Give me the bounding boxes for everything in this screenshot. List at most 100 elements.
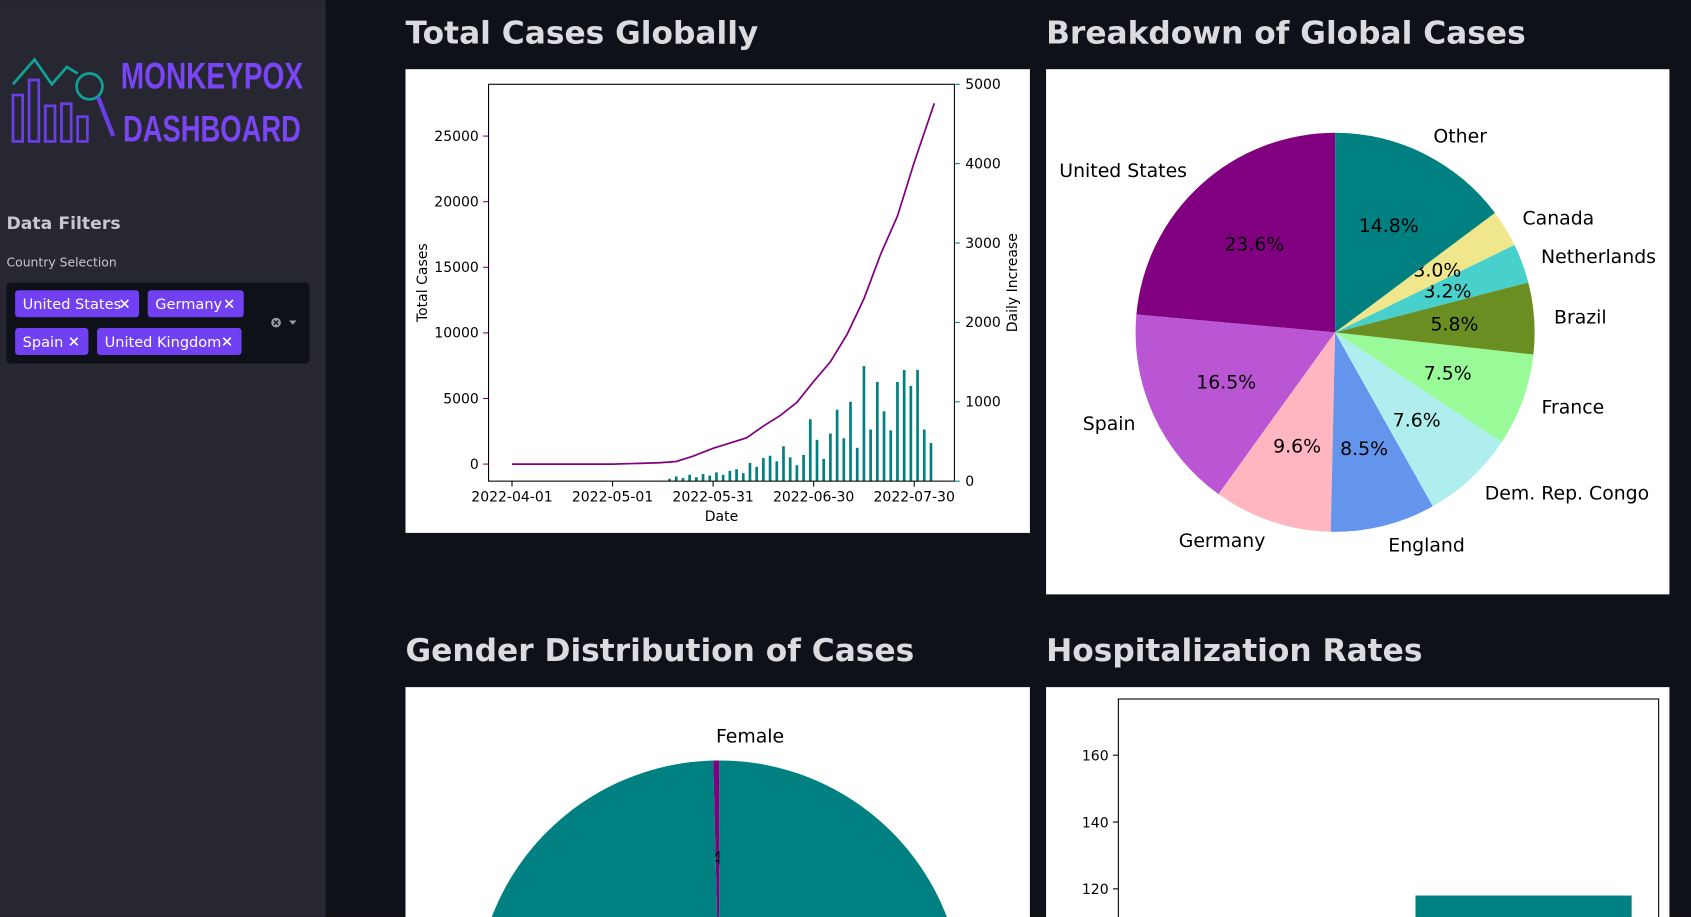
pie-slice bbox=[1335, 244, 1529, 333]
x-axis-label: Date bbox=[705, 509, 738, 525]
bar bbox=[882, 411, 886, 482]
chip-remove[interactable] bbox=[120, 299, 129, 309]
bar bbox=[688, 474, 691, 482]
chip-remove[interactable] bbox=[69, 337, 79, 346]
bar bbox=[762, 458, 765, 482]
slice-value: 23.6% bbox=[1224, 233, 1284, 255]
bar bbox=[849, 401, 852, 482]
bar bbox=[902, 370, 906, 482]
chip-list: United States Germany Spain United Kingdom bbox=[15, 290, 244, 355]
bar bbox=[721, 474, 725, 482]
logo-icon bbox=[11, 57, 116, 143]
slice-value: 8.5% bbox=[1340, 438, 1388, 460]
y-tick-label: 15000 bbox=[434, 260, 479, 276]
y2-axis-label: Daily Increase bbox=[1005, 233, 1021, 332]
y2-tick-label: 0 bbox=[965, 474, 974, 490]
clear-icon[interactable] bbox=[271, 317, 281, 328]
bar bbox=[815, 439, 819, 482]
chip-label: United Kingdom bbox=[105, 334, 222, 351]
pie-slice bbox=[1135, 314, 1336, 495]
y2-tick-label: 4000 bbox=[965, 157, 1001, 173]
pie-slice bbox=[491, 760, 947, 917]
bar bbox=[869, 429, 872, 482]
bar bbox=[708, 475, 712, 482]
bar bbox=[822, 458, 826, 482]
slice-label: Other bbox=[1433, 126, 1487, 148]
bar bbox=[875, 381, 879, 482]
pie-slice bbox=[1335, 332, 1534, 443]
bar bbox=[1415, 895, 1632, 917]
bar bbox=[889, 430, 893, 482]
bar bbox=[741, 473, 745, 482]
bar bbox=[681, 477, 685, 482]
bar bbox=[922, 429, 926, 482]
slice-label: Netherlands bbox=[1541, 246, 1656, 268]
slice-value: 16.5% bbox=[1196, 372, 1256, 394]
y-axis-label: Total Cases bbox=[415, 243, 431, 323]
slice-label: Spain bbox=[1083, 413, 1136, 435]
bar bbox=[748, 462, 752, 482]
bar bbox=[808, 419, 812, 482]
bar bbox=[695, 477, 698, 482]
slice-value: 7.6% bbox=[1393, 409, 1441, 431]
dropdown-caret[interactable] bbox=[289, 320, 297, 325]
chart-title: Gender Distribution of Cases bbox=[405, 633, 914, 669]
pie-slice bbox=[1335, 282, 1535, 355]
chart-title: Total Cases Globally bbox=[405, 15, 758, 51]
logo-text: MONKEYPOX bbox=[121, 56, 304, 97]
chip bbox=[97, 328, 242, 355]
y-tick-label: 10000 bbox=[434, 326, 479, 342]
chart-panel bbox=[1046, 687, 1670, 917]
bar bbox=[735, 469, 738, 482]
pie-slice bbox=[1218, 332, 1336, 532]
section-title: Data Filters bbox=[6, 214, 120, 234]
chip-label: United States bbox=[23, 296, 122, 313]
bar bbox=[668, 478, 671, 482]
x-tick-label: 2022-07-30 bbox=[874, 490, 955, 506]
chart-title: Hospitalization Rates bbox=[1046, 633, 1422, 669]
slice-label: United States bbox=[1059, 160, 1187, 182]
bar bbox=[768, 455, 772, 482]
pie-slice bbox=[1335, 332, 1502, 507]
slice-value: 7.5% bbox=[1424, 362, 1472, 384]
x-tick-label: 2022-06-30 bbox=[773, 490, 854, 506]
y-tick-label: 160 bbox=[1082, 749, 1109, 765]
bar bbox=[795, 465, 799, 482]
y2-tick-label: 3000 bbox=[965, 236, 1001, 252]
y2-tick-label: 5000 bbox=[965, 77, 1001, 93]
chip-label: Spain bbox=[23, 334, 64, 351]
chip-label: Germany bbox=[155, 296, 222, 313]
y-tick-label: 20000 bbox=[434, 195, 479, 211]
y-tick-label: 25000 bbox=[434, 129, 479, 145]
chip-remove[interactable] bbox=[224, 299, 234, 309]
slice-value: 3.0% bbox=[1413, 259, 1461, 281]
bar bbox=[896, 381, 899, 482]
bar bbox=[728, 470, 732, 482]
y-tick-label: 120 bbox=[1082, 882, 1109, 898]
pie-slice bbox=[1335, 132, 1495, 333]
bar bbox=[842, 438, 846, 482]
slice-value: 14.8% bbox=[1359, 215, 1419, 237]
slice-label: Dem. Rep. Congo bbox=[1485, 482, 1649, 504]
pie-slice bbox=[713, 760, 720, 917]
pie-slice bbox=[1335, 212, 1515, 333]
x-tick-label: 2022-05-31 bbox=[672, 490, 753, 506]
slice-label: Germany bbox=[1179, 530, 1266, 552]
chip bbox=[147, 290, 244, 318]
bar bbox=[755, 466, 759, 482]
chip-remove[interactable] bbox=[222, 337, 232, 346]
bar bbox=[855, 447, 859, 482]
bar bbox=[835, 409, 839, 482]
axes-frame bbox=[1117, 698, 1660, 917]
slice-label: Brazil bbox=[1554, 306, 1607, 328]
x-tick-label: 2022-04-01 bbox=[471, 490, 552, 506]
bar bbox=[802, 454, 805, 482]
slice-value: 5.8% bbox=[1431, 313, 1479, 335]
axes-frame bbox=[487, 83, 955, 482]
sidebar bbox=[0, 0, 326, 917]
slice-label: France bbox=[1542, 396, 1605, 418]
bar bbox=[782, 446, 785, 482]
logo-text: DASHBOARD bbox=[123, 108, 301, 149]
